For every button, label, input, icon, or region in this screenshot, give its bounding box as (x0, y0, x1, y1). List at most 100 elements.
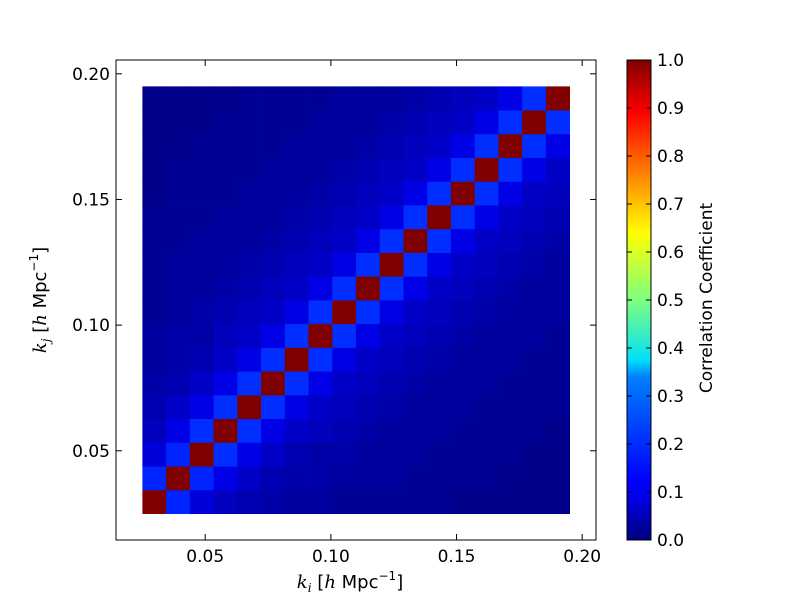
heatmap-cell (308, 157, 333, 182)
heatmap-cell (284, 347, 309, 372)
heatmap-cell (261, 347, 286, 372)
heatmap-cell (474, 371, 499, 396)
heatmap-cell (379, 205, 404, 230)
heatmap-cell (498, 157, 523, 182)
heatmap-cell (284, 157, 309, 182)
heatmap-cell (142, 252, 167, 277)
heatmap-cell (189, 181, 214, 206)
colorbar-tick-label: 0.7 (657, 195, 684, 215)
heatmap-cell (474, 86, 499, 111)
heatmap-cell (498, 252, 523, 277)
heatmap-cell (332, 157, 357, 182)
heatmap-cell (498, 228, 523, 253)
heatmap-cell (356, 466, 381, 491)
heatmap-cell (356, 418, 381, 443)
heatmap-cell (332, 252, 357, 277)
heatmap-cell (142, 205, 167, 230)
heatmap-cell (308, 394, 333, 420)
heatmap-cell (545, 442, 571, 467)
y-axis-label: kj [h Mpc−1] (27, 247, 53, 353)
heatmap-cell (379, 252, 404, 277)
colorbar-tick-label: 0.2 (657, 435, 684, 455)
heatmap-cell (450, 489, 476, 515)
heatmap-cell (189, 442, 214, 467)
heatmap-cell (213, 442, 238, 467)
heatmap-cell (142, 394, 167, 420)
heatmap-cell (261, 442, 286, 467)
heatmap-cell (284, 323, 309, 348)
heatmap-cell (379, 86, 404, 111)
heatmap-cell (308, 371, 333, 396)
heatmap-cell (522, 133, 547, 158)
heatmap-cell (379, 466, 404, 491)
heatmap-cell (332, 394, 357, 420)
heatmap-cell (379, 442, 404, 467)
colorbar-tick-label: 1.0 (657, 51, 684, 71)
colorbar-label: Correlation Coefficient (697, 203, 717, 394)
heatmap-cell (142, 371, 167, 396)
heatmap-cell (213, 228, 238, 253)
heatmap-cell (545, 323, 571, 348)
heatmap-cell (142, 489, 167, 515)
heatmap-cell (166, 466, 191, 491)
colorbar-tick-label: 0.8 (657, 147, 684, 167)
heatmap-cell (237, 181, 262, 206)
y-axis-label-open: [ (30, 326, 51, 333)
heatmap-cell (356, 371, 381, 396)
heatmap-cell (237, 371, 262, 396)
heatmap-cell (189, 418, 214, 443)
heatmap-cell (356, 205, 381, 230)
heatmap-cell (545, 228, 571, 253)
heatmap-cell (545, 157, 571, 182)
heatmap-cell (450, 418, 476, 443)
heatmap-cell (379, 228, 404, 253)
heatmap-cell (189, 394, 214, 420)
heatmap-cell (522, 205, 547, 230)
heatmap-cell (166, 157, 191, 182)
heatmap-cell (237, 276, 262, 301)
heatmap-cell (213, 300, 238, 325)
heatmap-cell (545, 347, 571, 372)
heatmap-cell (166, 489, 191, 515)
heatmap-cell (403, 418, 428, 443)
heatmap-cell (213, 347, 238, 372)
heatmap-cell (450, 86, 476, 111)
heatmap-cell (166, 276, 191, 301)
heatmap-cell (403, 228, 428, 253)
colorbar-tick-label: 0.9 (657, 99, 684, 119)
heatmap-cell (427, 205, 452, 230)
heatmap-cell (474, 133, 499, 158)
heatmap-cell (308, 133, 333, 158)
heatmap-cell (379, 110, 404, 135)
heatmap-cell (450, 442, 476, 467)
heatmap-cell (427, 276, 452, 301)
heatmap-cell (213, 252, 238, 277)
x-tick-label: 0.20 (563, 547, 601, 567)
heatmap-cell (545, 394, 571, 420)
heatmap-cell (261, 323, 286, 348)
heatmap-cell (237, 466, 262, 491)
heatmap-cell (237, 394, 262, 420)
heatmap-cell (522, 86, 547, 111)
heatmap-cell (498, 276, 523, 301)
heatmap-cell (213, 205, 238, 230)
heatmap-cell (261, 110, 286, 135)
heatmap-cell (308, 110, 333, 135)
heatmap-cell (261, 205, 286, 230)
heatmap-cell (474, 276, 499, 301)
heatmap-cell (332, 228, 357, 253)
heatmap-cell (403, 181, 428, 206)
heatmap-cell (450, 205, 476, 230)
heatmap-cell (237, 442, 262, 467)
heatmap-cell (427, 489, 452, 515)
heatmap-cell (545, 181, 571, 206)
heatmap-cell (237, 86, 262, 111)
x-axis-ticks: 0.05 0.10 0.15 0.20 (186, 60, 601, 567)
heatmap-cell (284, 133, 309, 158)
heatmap-cell (189, 276, 214, 301)
heatmap-cell (379, 276, 404, 301)
heatmap-cell (332, 466, 357, 491)
heatmap-cell (142, 323, 167, 348)
heatmap-cell (237, 157, 262, 182)
heatmap-cell (545, 276, 571, 301)
